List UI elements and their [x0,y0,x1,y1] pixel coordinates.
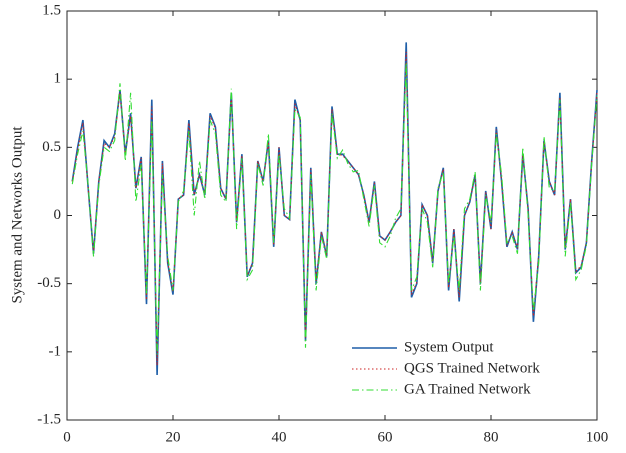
x-tick-label: 0 [63,429,71,445]
y-axis-label: System and Networks Output [9,126,25,304]
series-line [71,51,598,366]
y-tick-label: 1 [54,71,62,87]
series-line [71,42,598,376]
y-tick-label: 0.5 [42,139,61,155]
x-tick-label: 80 [484,429,499,445]
x-tick-label: 100 [586,429,609,445]
y-tick-label: -1 [49,343,62,359]
y-tick-label: -1.5 [37,411,61,427]
y-tick-label: 0 [54,207,62,223]
legend: System Output QGS Trained Network GA Train… [352,339,540,397]
y-tick-label: -0.5 [37,275,61,291]
plot-frame [66,10,598,421]
x-tick-label: 40 [272,429,287,445]
y-tick-label: 1.5 [42,2,61,18]
legend-label: GA Trained Network [404,381,531,397]
legend-label: System Output [404,339,494,355]
x-tick-label: 60 [378,429,393,445]
x-tick-label: 20 [166,429,181,445]
series-line [71,62,598,355]
legend-label: QGS Trained Network [404,360,540,376]
